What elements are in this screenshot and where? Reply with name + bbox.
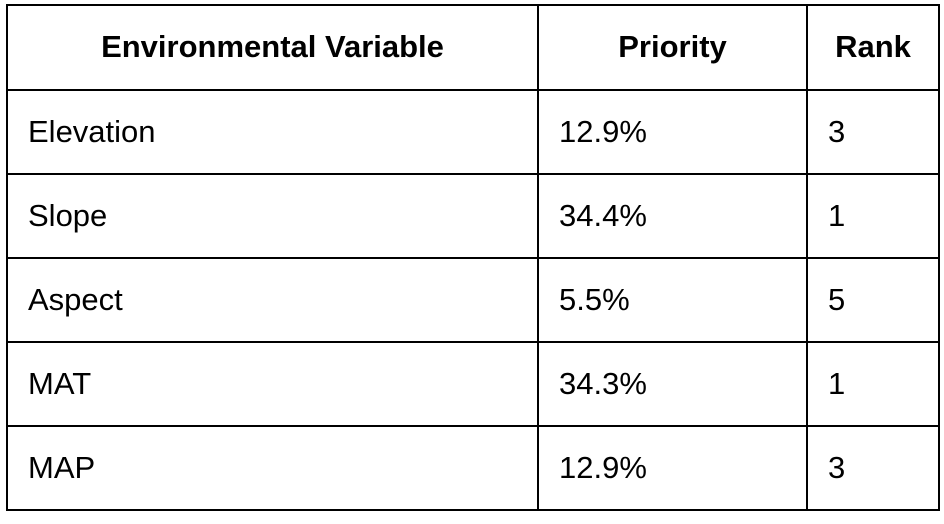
priority-cell: 12.9% [537,425,808,511]
table-row: MAT 34.3% 1 [6,341,940,427]
rank-cell: 3 [806,425,940,511]
variable-cell: Aspect [6,257,539,343]
rank-cell: 1 [806,341,940,427]
table-row: Slope 34.4% 1 [6,173,940,259]
priority-cell: 34.3% [537,341,808,427]
rank-cell: 1 [806,173,940,259]
table-row: MAP 12.9% 3 [6,425,940,511]
table-header: Environmental Variable Priority Rank [6,4,940,91]
table-row: Aspect 5.5% 5 [6,257,940,343]
variable-cell: Elevation [6,89,539,175]
header-priority: Priority [537,4,808,91]
header-environmental-variable: Environmental Variable [6,4,539,91]
priority-cell: 5.5% [537,257,808,343]
rank-cell: 3 [806,89,940,175]
priority-cell: 34.4% [537,173,808,259]
header-rank: Rank [806,4,940,91]
table-row: Elevation 12.9% 3 [6,89,940,175]
rank-cell: 5 [806,257,940,343]
header-row: Environmental Variable Priority Rank [6,4,940,91]
variable-cell: MAT [6,341,539,427]
priority-cell: 12.9% [537,89,808,175]
table-body: Elevation 12.9% 3 Slope 34.4% 1 Aspect 5… [6,89,940,511]
variable-cell: MAP [6,425,539,511]
variable-cell: Slope [6,173,539,259]
priority-table: Environmental Variable Priority Rank Ele… [6,4,940,511]
